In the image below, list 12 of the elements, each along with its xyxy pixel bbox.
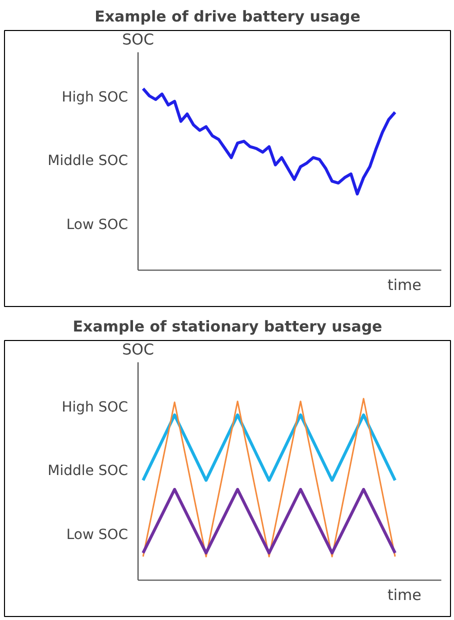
x-axis-title: time [387, 586, 422, 604]
text: Low SOC [66, 526, 128, 543]
text: Middle SOC [48, 463, 128, 480]
text: High SOC [62, 400, 128, 416]
text: Low SOC [66, 216, 128, 233]
chart-title: Example of stationary battery usage [72, 318, 382, 336]
text: High SOC [62, 90, 128, 106]
chart-title: Example of drive battery usage [94, 8, 360, 26]
x-axis-title: time [387, 276, 422, 294]
y-axis-title: SOC [122, 30, 154, 48]
y-axis-title: SOC [122, 340, 154, 358]
text: Middle SOC [48, 153, 128, 170]
